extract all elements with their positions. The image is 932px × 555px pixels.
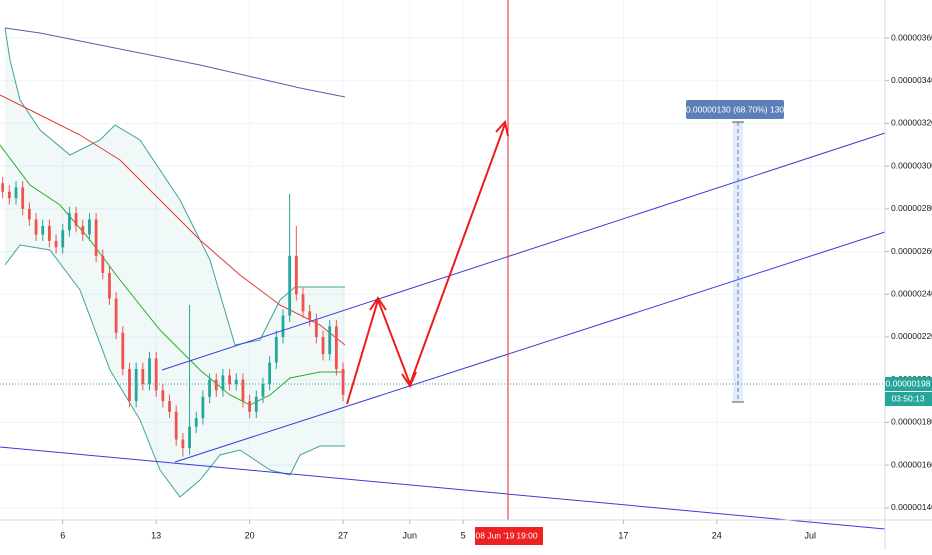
candle-body xyxy=(94,219,98,256)
candle-body xyxy=(134,369,138,402)
y-tick-label: 0.00000280 xyxy=(891,203,932,213)
y-tick-label: 0.00000160 xyxy=(891,459,932,469)
grid xyxy=(0,0,885,520)
candle-body xyxy=(54,240,58,248)
candle-body xyxy=(221,375,225,391)
candle-body xyxy=(1,183,5,192)
x-tick-label: 5 xyxy=(461,530,466,540)
candle-body xyxy=(254,396,258,412)
candle-body xyxy=(101,255,105,273)
candle-body xyxy=(294,255,298,295)
candle-body xyxy=(68,213,71,231)
candle-body xyxy=(321,336,325,355)
y-tick-label: 0.00000260 xyxy=(891,246,932,256)
drawings xyxy=(0,0,886,530)
candle-body xyxy=(328,326,332,355)
candle-body xyxy=(47,225,51,241)
arrow-head xyxy=(401,371,417,389)
countdown: 03:50:13 xyxy=(891,393,924,403)
y-tick-label: 0.00000340 xyxy=(891,75,932,85)
candle-body xyxy=(268,362,272,384)
candle-body xyxy=(141,369,145,384)
candle-body xyxy=(114,298,118,333)
candle-body xyxy=(61,230,65,248)
candle-body xyxy=(121,332,125,370)
candle-body xyxy=(214,379,218,391)
candle-body xyxy=(201,396,205,419)
cursor-date: 08 Jun '19 xyxy=(476,530,515,540)
x-tick-label: 27 xyxy=(338,530,348,540)
candle-body xyxy=(7,191,11,199)
trend-line xyxy=(0,446,886,530)
x-tick-label: Jun xyxy=(403,530,418,540)
candle-body xyxy=(181,439,185,449)
candle-body xyxy=(241,379,245,402)
forecast-arrow xyxy=(346,123,506,405)
sma-mid xyxy=(0,94,346,346)
candle-body xyxy=(148,358,151,384)
candle-body xyxy=(21,187,25,209)
cursor-tag xyxy=(475,527,543,545)
candle-body xyxy=(74,213,78,226)
candle-body xyxy=(228,375,231,384)
y-tick-label: 0.00000360 xyxy=(891,32,932,42)
x-tick-label: 6 xyxy=(60,530,65,540)
candles xyxy=(1,176,345,457)
candle-body xyxy=(128,369,131,402)
y-tick-label: 0.00000140 xyxy=(891,502,932,512)
candle-body xyxy=(288,255,292,316)
x-tick-label: 24 xyxy=(712,530,722,540)
candle-body xyxy=(281,315,285,337)
x-tick-label: 13 xyxy=(151,530,161,540)
lower-band xyxy=(4,244,345,498)
candle-body xyxy=(108,272,111,299)
candle-body xyxy=(261,383,265,397)
measure-label-bg xyxy=(686,100,784,119)
channel-upper xyxy=(161,132,886,371)
candle-body xyxy=(168,401,171,412)
candle-body xyxy=(41,225,45,235)
y-tick-label: 0.00000180 xyxy=(891,417,932,427)
countdown-tag xyxy=(885,392,932,406)
x-tick-label: 17 xyxy=(618,530,628,540)
y-tick-label: 0.00000220 xyxy=(891,331,932,341)
sma-long xyxy=(4,27,346,98)
channel-lower xyxy=(174,231,886,463)
candle-body xyxy=(308,311,312,320)
arrow-head xyxy=(369,296,387,311)
candle-body xyxy=(194,418,198,427)
y-tick-label: 0.00000300 xyxy=(891,160,932,170)
candle-body xyxy=(154,358,158,391)
candle-body xyxy=(88,219,91,235)
candle-body xyxy=(161,390,165,402)
candle-body xyxy=(27,208,31,220)
candle-body xyxy=(301,294,305,312)
candle-body xyxy=(334,326,338,370)
price-tag-label: 0.00000198 xyxy=(886,378,931,388)
candle-body xyxy=(188,426,191,449)
candle-body xyxy=(81,225,85,235)
candle-body xyxy=(274,336,278,363)
measure-label: 0.00000130 (68.70%) 130 xyxy=(686,104,785,114)
arrow-head xyxy=(495,119,509,137)
cursor-time: 19:00 xyxy=(516,530,538,540)
upper-band xyxy=(4,27,345,346)
price-tag xyxy=(885,377,932,391)
x-tick-label: Jul xyxy=(804,530,816,540)
candle-body xyxy=(174,411,178,440)
candle-body xyxy=(14,187,18,199)
candle-body xyxy=(34,219,38,235)
x-tick-label: 20 xyxy=(245,530,255,540)
candle-body xyxy=(234,379,238,384)
candle-body xyxy=(208,379,211,397)
candle-body xyxy=(314,319,318,337)
y-tick-label: 0.00000320 xyxy=(891,118,932,128)
candle-body xyxy=(341,369,345,395)
candle-body xyxy=(248,401,252,412)
sma-short xyxy=(0,144,345,406)
y-tick-label: 0.00000240 xyxy=(891,289,932,299)
indicators xyxy=(0,27,346,498)
